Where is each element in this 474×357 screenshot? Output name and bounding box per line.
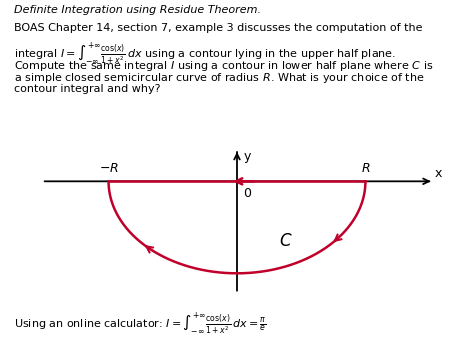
Text: $-R$: $-R$ xyxy=(99,162,118,175)
Text: integral $I = \int_{-\infty}^{+\infty} \frac{\cos(x)}{1+x^2}\,dx$ using a contou: integral $I = \int_{-\infty}^{+\infty} \… xyxy=(14,41,396,66)
Text: x: x xyxy=(435,167,442,180)
Text: Using an online calculator: $I = \int_{-\infty}^{+\infty} \frac{\cos(x)}{1+x^2}\: Using an online calculator: $I = \int_{-… xyxy=(14,311,266,336)
Text: $R$: $R$ xyxy=(361,162,370,175)
Text: 0: 0 xyxy=(244,187,251,200)
Text: BOAS Chapter 14, section 7, example 3 discusses the computation of the: BOAS Chapter 14, section 7, example 3 di… xyxy=(14,23,423,33)
Text: y: y xyxy=(244,150,251,163)
Text: a simple closed semicircular curve of radius $R$. What is your choice of the: a simple closed semicircular curve of ra… xyxy=(14,71,425,85)
Text: contour integral and why?: contour integral and why? xyxy=(14,84,161,94)
Text: Compute the same integral $I$ using a contour in lower half plane where $C$ is: Compute the same integral $I$ using a co… xyxy=(14,59,434,73)
Text: $C$: $C$ xyxy=(279,232,292,250)
Text: Definite Integration using Residue Theorem.: Definite Integration using Residue Theor… xyxy=(14,5,261,15)
